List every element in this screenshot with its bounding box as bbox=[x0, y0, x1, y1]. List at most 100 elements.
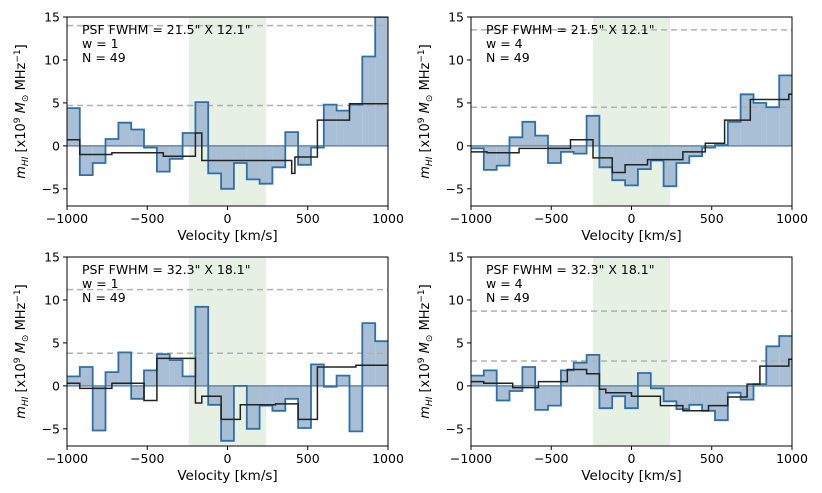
data-step-line bbox=[67, 305, 388, 442]
y-tick-label: 5 bbox=[52, 335, 60, 350]
data-bar bbox=[548, 145, 561, 164]
annotation-line: N = 49 bbox=[486, 50, 530, 65]
plot-area bbox=[67, 257, 388, 446]
data-bar bbox=[246, 385, 260, 429]
y-tick-label: 15 bbox=[44, 250, 60, 265]
data-bar bbox=[727, 121, 741, 146]
data-bar bbox=[221, 385, 234, 441]
data-bar bbox=[92, 385, 106, 431]
data-bar bbox=[599, 145, 613, 168]
data-bar bbox=[67, 108, 80, 146]
data-bar bbox=[79, 145, 93, 176]
data-bar bbox=[272, 385, 286, 411]
data-bar bbox=[753, 102, 767, 146]
x-tick-label: −1000 bbox=[450, 211, 492, 226]
y-tick-label: 10 bbox=[448, 52, 464, 67]
y-tick-label: 0 bbox=[52, 378, 60, 393]
annotation-line: w = 1 bbox=[82, 276, 119, 291]
data-bar bbox=[208, 385, 222, 405]
annotation-line: w = 1 bbox=[82, 36, 119, 51]
data-bar bbox=[496, 385, 510, 401]
y-tick-label: 10 bbox=[44, 292, 60, 307]
data-bar bbox=[612, 145, 626, 181]
data-bar bbox=[625, 385, 638, 409]
data-bar bbox=[676, 385, 690, 410]
data-bar bbox=[285, 132, 299, 146]
data-bar bbox=[753, 384, 767, 386]
data-bar bbox=[548, 385, 561, 406]
data-bar bbox=[471, 145, 484, 149]
data-bar bbox=[637, 372, 651, 386]
y-tick-label: 0 bbox=[456, 138, 464, 153]
annotation-line: PSF FWHM = 21.5" X 12.1" bbox=[82, 22, 250, 37]
data-bar bbox=[586, 115, 600, 146]
data-bar bbox=[349, 385, 363, 432]
data-bar bbox=[663, 385, 677, 402]
annotation-line: N = 49 bbox=[486, 290, 530, 305]
data-bar bbox=[195, 102, 209, 146]
model-step-line bbox=[471, 358, 792, 412]
data-bar bbox=[259, 145, 273, 184]
x-tick-label: 1000 bbox=[776, 211, 808, 226]
data-bar bbox=[714, 385, 728, 421]
x-tick-label: −500 bbox=[534, 451, 568, 466]
x-tick-label: −1000 bbox=[46, 451, 88, 466]
data-bar bbox=[573, 362, 587, 386]
data-bar bbox=[375, 17, 388, 146]
data-bar bbox=[156, 145, 170, 172]
panel-top-left: −1000 −500 0 500 1000 −5 0 5 10 15 Velocity [km/s]… bbox=[13, 10, 404, 245]
data-bar bbox=[650, 145, 664, 161]
y-tick-label: 15 bbox=[448, 250, 464, 265]
data-bar bbox=[246, 145, 260, 180]
data-bar bbox=[471, 375, 484, 386]
y-tick-label: 10 bbox=[448, 292, 464, 307]
x-tick-label: 500 bbox=[700, 211, 724, 226]
panel-bottom-right: −1000 −500 0 500 1000 −5 0 5 10 15 Velocity [km/s]… bbox=[417, 250, 808, 485]
data-bar bbox=[362, 323, 376, 386]
x-tick-label: −500 bbox=[534, 211, 568, 226]
data-bar bbox=[522, 121, 536, 146]
data-bar bbox=[689, 385, 703, 405]
data-step-line bbox=[471, 335, 792, 422]
data-bar bbox=[105, 138, 119, 146]
data-bar bbox=[323, 104, 337, 146]
velocity-window-band bbox=[592, 257, 671, 446]
data-bar bbox=[285, 385, 299, 399]
x-tick-label: −1000 bbox=[46, 211, 88, 226]
y-tick-label: −5 bbox=[42, 421, 60, 436]
data-bar bbox=[702, 385, 715, 411]
plot-area bbox=[471, 17, 792, 206]
y-tick-label: −5 bbox=[446, 421, 464, 436]
data-bar bbox=[663, 145, 677, 187]
x-tick-label: 1000 bbox=[372, 211, 404, 226]
data-bar bbox=[118, 122, 132, 146]
data-bar bbox=[208, 145, 222, 174]
data-bar bbox=[535, 135, 549, 146]
x-tick-label: −1000 bbox=[450, 451, 492, 466]
data-bar bbox=[375, 341, 388, 386]
x-tick-label: 500 bbox=[700, 451, 724, 466]
data-bar bbox=[586, 354, 600, 386]
data-bar bbox=[118, 352, 132, 386]
data-bar bbox=[483, 370, 497, 386]
data-bar bbox=[67, 376, 80, 386]
x-tick-label: 0 bbox=[224, 211, 232, 226]
y-tick-label: 5 bbox=[456, 95, 464, 110]
annotation-line: PSF FWHM = 21.5" X 12.1" bbox=[486, 22, 654, 37]
y-tick-label: −5 bbox=[42, 181, 60, 196]
data-step-line bbox=[471, 74, 792, 188]
y-tick-label: 5 bbox=[52, 95, 60, 110]
x-axis-label: Velocity [km/s] bbox=[581, 228, 681, 244]
data-bar bbox=[221, 145, 234, 189]
data-bar bbox=[156, 354, 170, 386]
data-bar bbox=[650, 385, 664, 389]
y-tick-label: −5 bbox=[446, 181, 464, 196]
data-bar bbox=[336, 375, 350, 386]
x-tick-label: 1000 bbox=[372, 451, 404, 466]
annotation-line: PSF FWHM = 32.3" X 18.1" bbox=[486, 262, 654, 277]
y-tick-label: 15 bbox=[44, 10, 60, 25]
data-step-line bbox=[67, 17, 388, 190]
data-bar bbox=[182, 376, 196, 386]
data-bar bbox=[272, 145, 286, 168]
